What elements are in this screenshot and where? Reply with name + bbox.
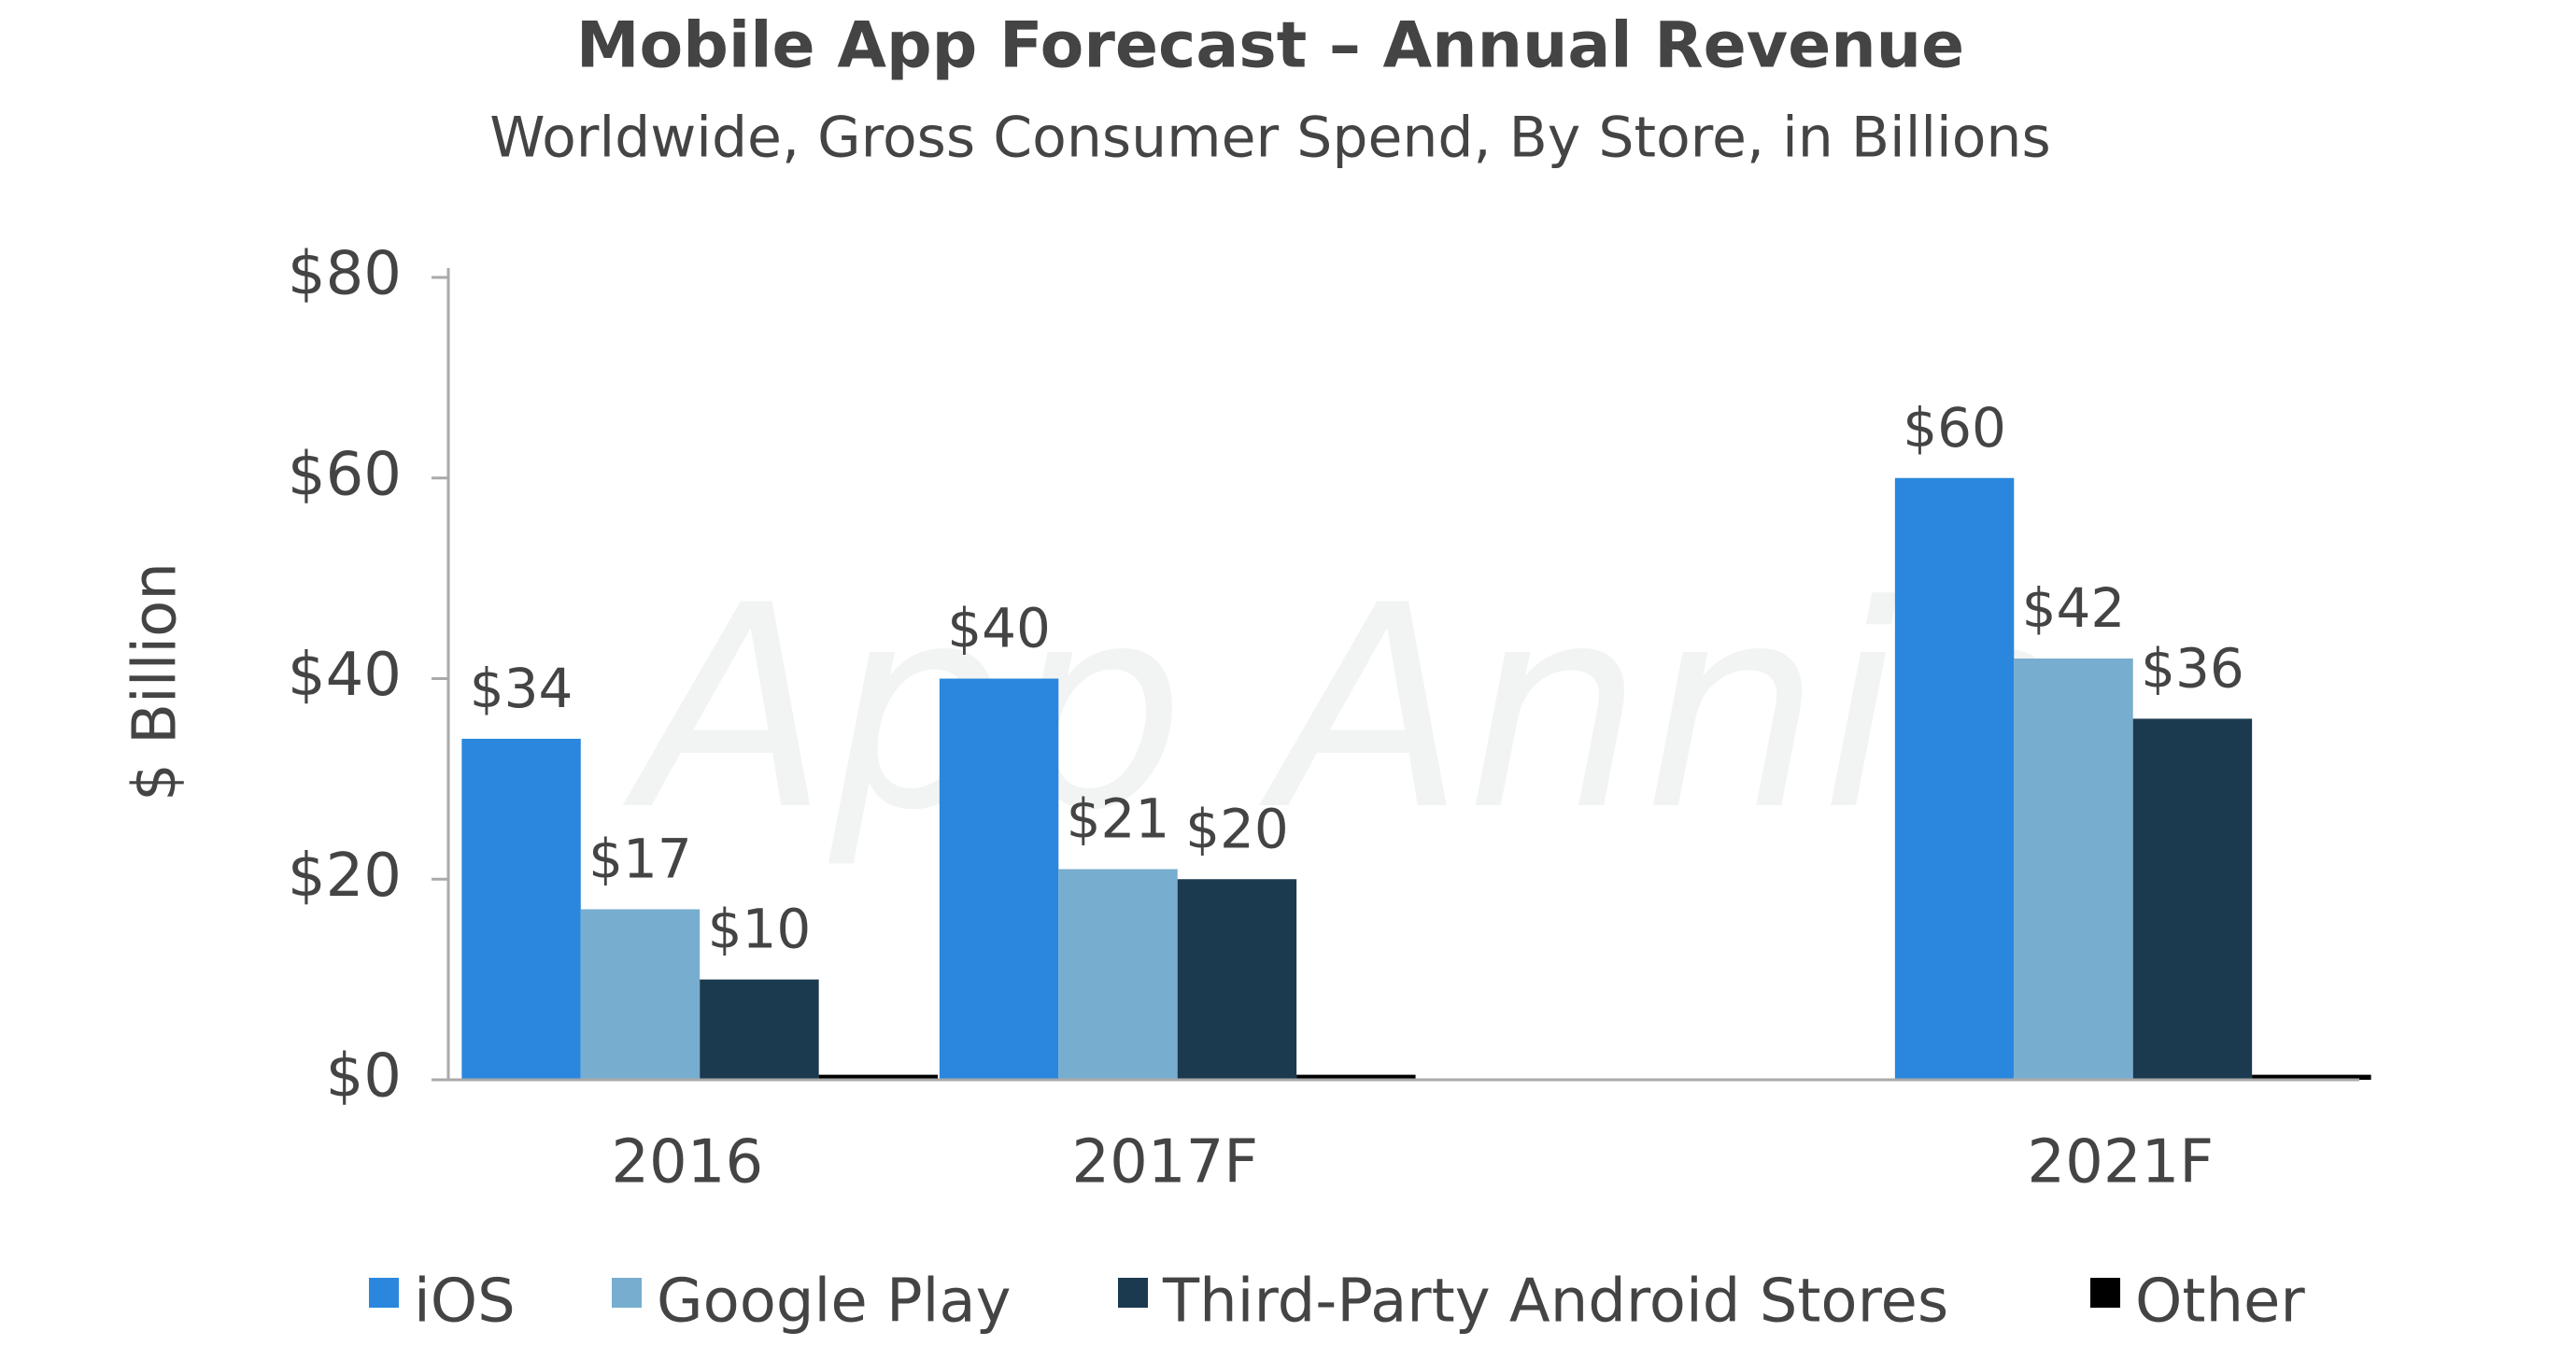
legend-swatch [612, 1278, 642, 1308]
bar [580, 909, 701, 1080]
x-tick-label: 2016 [611, 1128, 763, 1197]
legend-swatch [369, 1278, 399, 1308]
value-label: $42 [2022, 576, 2126, 640]
bar [2252, 1074, 2371, 1080]
y-tick-label: $20 [288, 842, 402, 911]
chart-title: Mobile App Forecast – Annual Revenue [576, 9, 1964, 83]
chart-subtitle: Worldwide, Gross Consumer Spend, By Stor… [489, 106, 2050, 171]
x-tick-label: 2021F [2027, 1128, 2214, 1197]
watermark: App Annie [620, 545, 2072, 871]
legend-swatch [2090, 1278, 2120, 1308]
value-label: $60 [1903, 396, 2006, 460]
bar [939, 678, 1059, 1080]
x-tick-label: 2017F [1071, 1128, 1258, 1197]
value-label: $36 [2141, 637, 2244, 701]
y-tick-label: $40 [288, 641, 402, 710]
bar [2014, 659, 2133, 1080]
bar [2132, 718, 2253, 1080]
legend-label: iOS [414, 1268, 516, 1337]
bar [1177, 879, 1297, 1080]
legend-label: Other [2135, 1268, 2305, 1337]
bar [818, 1074, 939, 1080]
value-label: $40 [947, 597, 1051, 660]
y-tick-label: $0 [326, 1042, 402, 1112]
y-tick-label: $60 [288, 440, 402, 509]
legend-swatch [1118, 1278, 1148, 1308]
bar [1296, 1074, 1416, 1080]
value-label: $34 [470, 657, 573, 720]
value-label: $21 [1067, 787, 1170, 851]
legend-label: Third-Party Android Stores [1162, 1268, 1948, 1337]
legend-label: Google Play [657, 1268, 1012, 1337]
value-label: $10 [708, 898, 812, 961]
bar [700, 979, 819, 1080]
bar [1058, 869, 1178, 1080]
y-axis-label: $ Billion [121, 562, 191, 801]
value-label: $17 [588, 828, 692, 891]
value-label: $20 [1185, 797, 1289, 860]
bar [461, 738, 581, 1080]
bar [1894, 477, 2015, 1080]
y-tick-label: $80 [288, 240, 402, 309]
